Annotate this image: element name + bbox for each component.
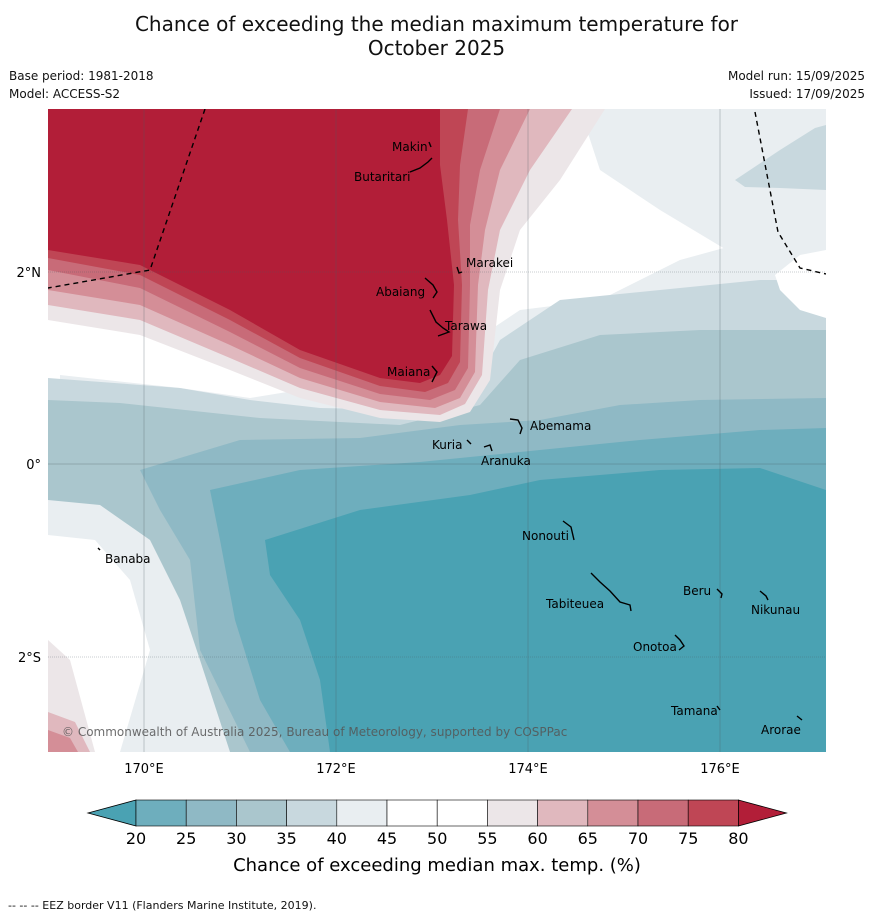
marakei-island <box>456 266 463 274</box>
colorbar-segment <box>386 799 438 827</box>
colorbar-tick-label: 20 <box>126 829 146 848</box>
model-run: Model run: 15/09/2025 <box>727 69 865 83</box>
lon-tick-170: 170°E <box>124 762 164 777</box>
colorbar-segment <box>236 799 287 827</box>
lon-tick-176: 176°E <box>700 762 740 777</box>
label-makin: Makin <box>392 140 428 154</box>
label-tarawa: Tarawa <box>444 319 487 333</box>
island-outlines <box>97 141 803 721</box>
lat-tick-2n: 2°N <box>17 266 42 281</box>
meta-left: Base period: 1981-2018 Model: ACCESS-S2 <box>9 67 154 103</box>
graticule <box>48 109 826 752</box>
tamana-island <box>716 705 721 711</box>
band-above-80 <box>48 109 454 383</box>
copyright-text: © Commonwealth of Australia 2025, Bureau… <box>62 725 567 739</box>
nonouti-island <box>562 520 575 541</box>
colorbar-segment <box>185 799 237 827</box>
title-line-2: October 2025 <box>367 36 506 60</box>
colorbar-segment <box>135 799 187 827</box>
label-butaritari: Butaritari <box>354 170 411 184</box>
colorbar-segment <box>436 799 488 827</box>
colorbar-arrow-high <box>738 799 788 827</box>
colorbar-tick-label: 75 <box>678 829 698 848</box>
label-aranuka: Aranuka <box>481 454 531 468</box>
colorbar-tick-label: 25 <box>176 829 196 848</box>
base-period: Base period: 1981-2018 <box>9 69 154 83</box>
colorbar-tick-label: 35 <box>276 829 296 848</box>
title-line-1: Chance of exceeding the median maximum t… <box>134 12 739 36</box>
label-kuria: Kuria <box>432 438 463 452</box>
lat-tick-2s: 2°S <box>18 651 41 666</box>
nikunau-island <box>759 590 769 601</box>
tabiteuea-island <box>590 572 632 612</box>
colorbar-tick-label: 45 <box>377 829 397 848</box>
issued-date: Issued: 17/09/2025 <box>749 87 865 101</box>
label-banaba: Banaba <box>105 552 151 566</box>
label-nikunau: Nikunau <box>751 603 800 617</box>
colorbar-tick-label: 70 <box>628 829 648 848</box>
aranuka-island <box>483 444 493 452</box>
colorbar: 20 25 30 35 40 45 50 55 60 65 70 75 80 <box>86 799 788 848</box>
beru-island <box>716 588 723 599</box>
colorbar-arrow-low <box>86 799 137 827</box>
colorbar-label: Chance of exceeding median max. temp. (%… <box>233 855 641 876</box>
abaiang-island <box>424 277 438 299</box>
map-title: Chance of exceeding the median maximum t… <box>0 12 873 60</box>
makin-island <box>428 141 432 148</box>
colorbar-segment <box>687 799 739 827</box>
label-abemama: Abemama <box>530 419 591 433</box>
map-panel: Makin Butaritari Marakei Abaiang Tarawa … <box>48 109 826 752</box>
label-arorae: Arorae <box>761 723 801 737</box>
colorbar-segment <box>286 799 338 827</box>
label-maiana: Maiana <box>387 365 430 379</box>
label-onotoa: Onotoa <box>633 640 677 654</box>
abemama-island <box>509 418 523 435</box>
arorae-island <box>796 715 803 721</box>
onotoa-island <box>674 634 685 651</box>
colorbar-tick-label: 40 <box>327 829 347 848</box>
colorbar-segment <box>537 799 589 827</box>
kuria-island <box>466 439 472 445</box>
colorbar-tick-label: 60 <box>527 829 547 848</box>
lon-tick-172: 172°E <box>316 762 356 777</box>
banaba-island <box>97 547 101 551</box>
label-tabiteuea: Tabiteuea <box>545 597 604 611</box>
band-35-40-ne <box>735 125 826 190</box>
colorbar-tick-label: 65 <box>578 829 598 848</box>
colorbar-tick-label: 55 <box>477 829 497 848</box>
tarawa-island <box>429 309 451 337</box>
band-45-50-ne <box>775 250 826 318</box>
model-name: Model: ACCESS-S2 <box>9 87 121 101</box>
eez-footnote: -- -- -- EEZ border V11 (Flanders Marine… <box>8 899 317 912</box>
maiana-island <box>431 365 438 383</box>
band-40-45-ne <box>580 109 826 290</box>
colorbar-segment <box>587 799 639 827</box>
colorbar-tick-label: 30 <box>226 829 246 848</box>
colorbar-segment <box>336 799 388 827</box>
lon-tick-174: 174°E <box>508 762 548 777</box>
label-marakei: Marakei <box>466 256 513 270</box>
meta-right: Model run: 15/09/2025 Issued: 17/09/2025 <box>728 67 865 103</box>
label-beru: Beru <box>683 584 711 598</box>
butaritari-island <box>409 157 433 173</box>
label-abaiang: Abaiang <box>376 285 425 299</box>
band-below-20 <box>265 468 826 752</box>
lat-tick-0: 0° <box>26 458 41 473</box>
colorbar-tick-label: 50 <box>427 829 447 848</box>
eez-border-west <box>48 109 206 289</box>
colorbar-tick-label: 80 <box>728 829 748 848</box>
label-tamana: Tamana <box>670 704 718 718</box>
label-nonouti: Nonouti <box>522 529 569 543</box>
band-65-70-corner <box>48 730 78 752</box>
colorbar-segment <box>487 799 538 827</box>
colorbar-segment <box>637 799 689 827</box>
